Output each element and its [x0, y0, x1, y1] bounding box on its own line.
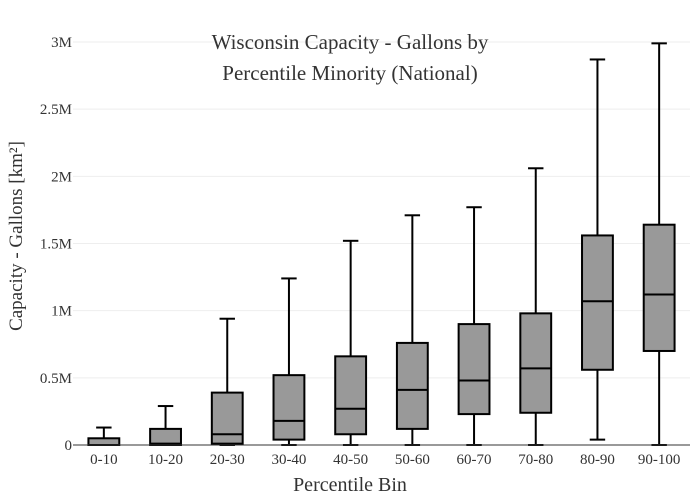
x-tick-label: 30-40 — [271, 452, 306, 468]
chart-title-line-1: Wisconsin Capacity - Gallons by — [211, 30, 489, 54]
x-tick-label: 0-10 — [90, 452, 118, 468]
box-40-50 — [334, 239, 368, 446]
box-body — [334, 355, 368, 436]
box-0-10 — [87, 426, 121, 446]
grid-lines — [73, 41, 690, 379]
box-50-60 — [395, 214, 429, 446]
box-body — [149, 427, 182, 447]
boxes — [87, 42, 676, 447]
box-90-100 — [642, 42, 676, 446]
y-tick-label: 2M — [51, 169, 72, 185]
box-80-90 — [581, 58, 614, 441]
box-body — [210, 391, 244, 445]
x-axis-title: Percentile Bin — [293, 474, 407, 496]
y-tick-label: 2.5M — [40, 102, 72, 118]
x-tick-label: 80-90 — [580, 452, 615, 468]
box-body — [457, 323, 491, 416]
box-60-70 — [457, 206, 491, 446]
y-tick-label: 1.5M — [40, 237, 72, 253]
x-tick-label: 40-50 — [333, 452, 368, 468]
box-10-20 — [149, 405, 182, 447]
chart-title-line-2: Percentile Minority (National) — [222, 61, 478, 85]
x-axis-ticks: 0-10 10-20 20-30 30-40 40-50 50-60 60-70 70-80 8… — [90, 452, 680, 468]
x-tick-label: 10-20 — [148, 452, 183, 468]
x-tick-label: 90-100 — [638, 452, 681, 468]
y-axis-title: Capacity - Gallons [km²] — [6, 141, 27, 331]
box-body — [87, 437, 121, 446]
y-tick-label: 0.5M — [40, 371, 72, 387]
box-body — [581, 234, 614, 371]
y-tick-label: 3M — [51, 35, 72, 51]
box-30-40 — [272, 277, 306, 446]
box-body — [272, 374, 306, 441]
y-tick-label: 0 — [65, 438, 73, 454]
y-tick-label: 1M — [51, 304, 72, 320]
x-tick-label: 70-80 — [518, 452, 553, 468]
box-70-80 — [519, 167, 553, 446]
box-20-30 — [210, 317, 244, 446]
box-body — [395, 341, 429, 430]
box-body — [519, 312, 553, 414]
y-axis-ticks: 0 0.5M 1M 1.5M 2M 2.5M 3M — [40, 35, 72, 454]
x-tick-label: 20-30 — [210, 452, 245, 468]
x-tick-label: 60-70 — [457, 452, 492, 468]
box-body — [642, 223, 676, 352]
x-tick-label: 50-60 — [395, 452, 430, 468]
